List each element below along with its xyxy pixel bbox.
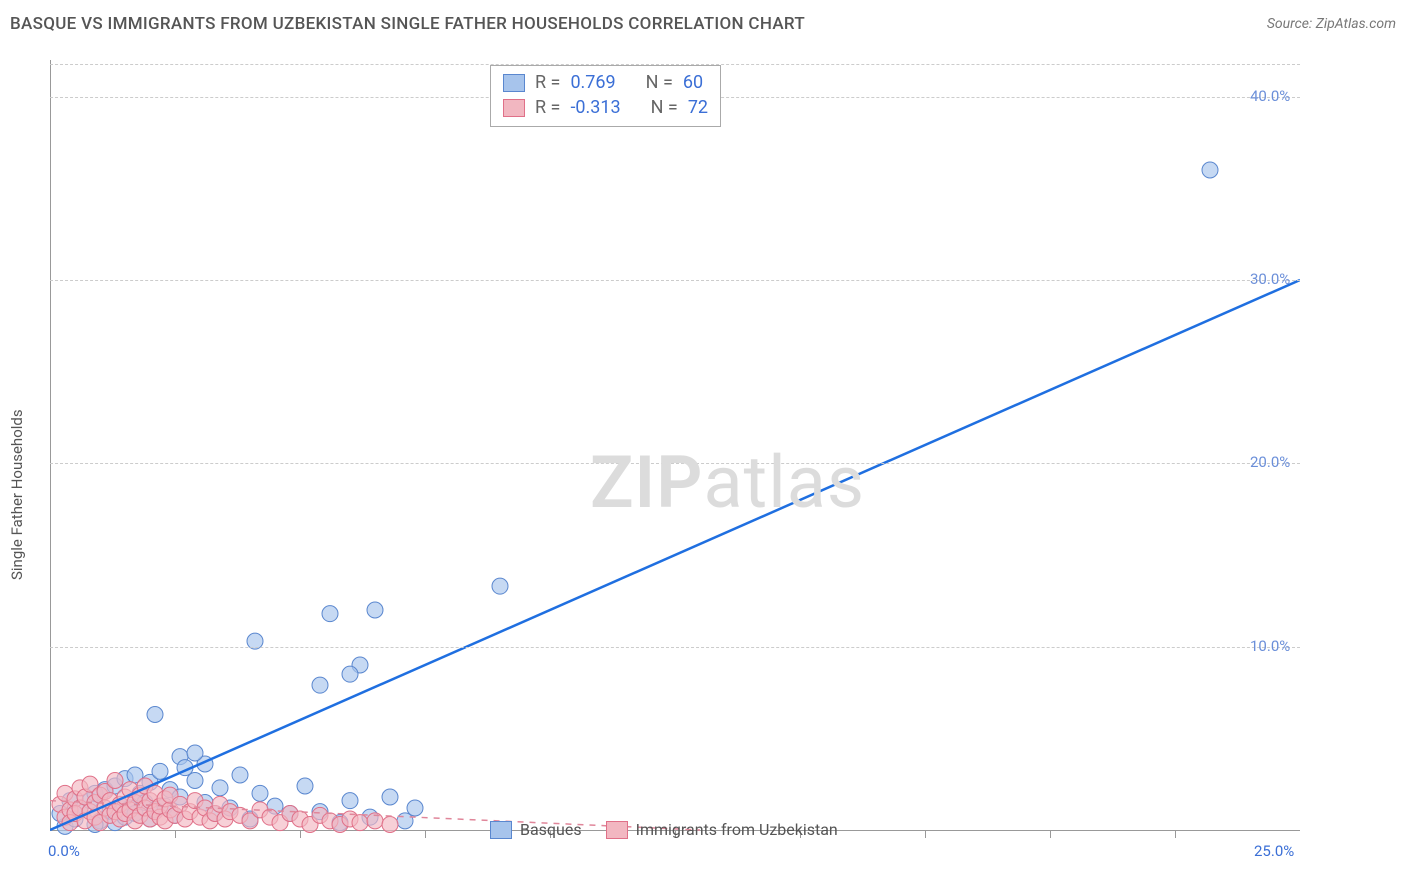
gridline — [50, 280, 1300, 281]
x-tick-mark — [1050, 830, 1051, 838]
trend-line-basques — [50, 280, 1300, 830]
x-tick-label: 0.0% — [48, 842, 80, 860]
data-point-basques — [152, 763, 168, 779]
y-tick-label: 30.0% — [1250, 270, 1360, 288]
gridline — [50, 647, 1300, 648]
swatch-uzbekistan — [503, 99, 525, 117]
data-point-basques — [187, 745, 203, 761]
stats-box: R = 0.769 N = 60 R = -0.313 N = 72 — [490, 65, 721, 127]
y-tick-label: 40.0% — [1250, 87, 1360, 105]
header: BASQUE VS IMMIGRANTS FROM UZBEKISTAN SIN… — [10, 14, 1396, 34]
r-label: R = — [535, 72, 560, 93]
data-point-uzbekistan — [352, 815, 368, 831]
y-axis-label: Single Father Households — [8, 409, 26, 580]
y-tick-label: 10.0% — [1250, 637, 1360, 655]
chart-source: Source: ZipAtlas.com — [1267, 16, 1396, 32]
n-label: N = — [651, 97, 678, 118]
data-point-basques — [322, 606, 338, 622]
n-value-basques: 60 — [683, 72, 703, 93]
data-point-basques — [297, 778, 313, 794]
r-label: R = — [535, 97, 560, 118]
data-point-basques — [232, 767, 248, 783]
data-point-basques — [1202, 162, 1218, 178]
r-value-uzbekistan: -0.313 — [570, 97, 620, 118]
data-point-basques — [367, 602, 383, 618]
watermark: ZIPatlas — [590, 440, 865, 525]
r-value-basques: 0.769 — [570, 72, 615, 93]
data-point-basques — [252, 785, 268, 801]
stats-row-basques: R = 0.769 N = 60 — [503, 70, 708, 95]
x-tick-mark — [925, 830, 926, 838]
x-tick-mark — [175, 830, 176, 838]
source-label: Source: — [1267, 16, 1312, 32]
legend-item-basques: Basques — [490, 820, 582, 839]
y-tick-label: 20.0% — [1250, 453, 1360, 471]
data-point-basques — [492, 578, 508, 594]
data-point-uzbekistan — [107, 773, 123, 789]
data-point-basques — [212, 780, 228, 796]
watermark-zip: ZIP — [590, 440, 703, 525]
legend: Basques Immigrants from Uzbekistan — [490, 820, 838, 839]
n-label: N = — [646, 72, 673, 93]
legend-item-uzbekistan: Immigrants from Uzbekistan — [606, 820, 838, 839]
x-tick-mark — [1175, 830, 1176, 838]
legend-label-uzbekistan: Immigrants from Uzbekistan — [636, 820, 838, 839]
x-tick-mark — [425, 830, 426, 838]
legend-label-basques: Basques — [520, 820, 582, 839]
n-value-uzbekistan: 72 — [688, 97, 708, 118]
data-point-basques — [342, 666, 358, 682]
chart-area: ZIPatlas R = 0.769 N = 60 R = -0.313 N =… — [50, 60, 1300, 850]
legend-swatch-uzbekistan — [606, 821, 628, 839]
x-tick-mark — [300, 830, 301, 838]
data-point-uzbekistan — [382, 817, 398, 833]
data-point-basques — [187, 773, 203, 789]
data-point-basques — [312, 677, 328, 693]
legend-swatch-basques — [490, 821, 512, 839]
data-point-basques — [382, 789, 398, 805]
watermark-atlas: atlas — [703, 440, 865, 525]
data-point-basques — [147, 707, 163, 723]
source-value: ZipAtlas.com — [1316, 16, 1396, 32]
chart-title: BASQUE VS IMMIGRANTS FROM UZBEKISTAN SIN… — [10, 14, 805, 34]
data-point-basques — [342, 793, 358, 809]
stats-row-uzbekistan: R = -0.313 N = 72 — [503, 95, 708, 120]
data-point-basques — [407, 800, 423, 816]
swatch-basques — [503, 74, 525, 92]
x-tick-label: 25.0% — [1254, 842, 1294, 860]
